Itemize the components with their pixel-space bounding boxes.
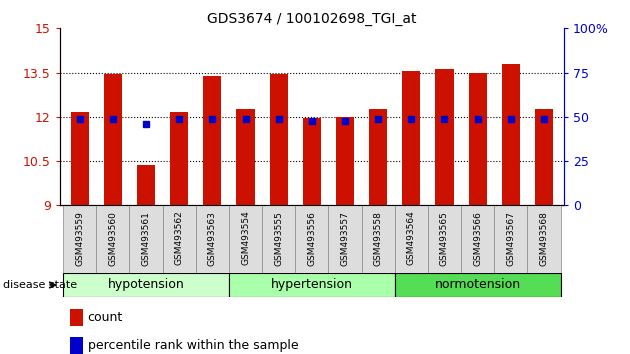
Text: GSM493561: GSM493561 bbox=[142, 211, 151, 266]
Text: disease state: disease state bbox=[3, 280, 77, 290]
Bar bbox=[170, 113, 188, 205]
Text: GSM493556: GSM493556 bbox=[307, 211, 316, 266]
Text: GSM493564: GSM493564 bbox=[407, 211, 416, 266]
Bar bbox=[395, 205, 428, 273]
Bar bbox=[104, 74, 122, 205]
Bar bbox=[336, 117, 354, 205]
Bar bbox=[236, 109, 255, 205]
Text: percentile rank within the sample: percentile rank within the sample bbox=[88, 339, 298, 352]
Bar bbox=[303, 118, 321, 205]
Text: GSM493566: GSM493566 bbox=[473, 211, 482, 266]
Text: GSM493560: GSM493560 bbox=[108, 211, 117, 266]
Text: GSM493555: GSM493555 bbox=[274, 211, 284, 266]
Text: GSM493565: GSM493565 bbox=[440, 211, 449, 266]
Bar bbox=[435, 69, 454, 205]
Bar bbox=[461, 205, 494, 273]
Bar bbox=[262, 205, 295, 273]
Bar bbox=[163, 205, 196, 273]
Bar bbox=[229, 273, 395, 297]
Bar bbox=[196, 205, 229, 273]
Text: hypertension: hypertension bbox=[271, 279, 353, 291]
Bar bbox=[328, 205, 362, 273]
Bar bbox=[395, 273, 561, 297]
Text: GSM493567: GSM493567 bbox=[507, 211, 515, 266]
Text: GSM493563: GSM493563 bbox=[208, 211, 217, 266]
Bar bbox=[428, 205, 461, 273]
Bar bbox=[71, 113, 89, 205]
Bar bbox=[270, 74, 288, 205]
Text: GSM493559: GSM493559 bbox=[75, 211, 84, 266]
Bar bbox=[96, 205, 130, 273]
Bar bbox=[402, 71, 420, 205]
Bar bbox=[469, 73, 487, 205]
Bar bbox=[63, 205, 96, 273]
Bar bbox=[494, 205, 527, 273]
Bar bbox=[527, 205, 561, 273]
Bar bbox=[501, 64, 520, 205]
Bar bbox=[535, 109, 553, 205]
Text: GSM493562: GSM493562 bbox=[175, 211, 184, 266]
Bar bbox=[70, 309, 83, 326]
Bar bbox=[63, 273, 229, 297]
Bar bbox=[369, 109, 387, 205]
Text: GSM493558: GSM493558 bbox=[374, 211, 382, 266]
Bar bbox=[130, 205, 163, 273]
Title: GDS3674 / 100102698_TGI_at: GDS3674 / 100102698_TGI_at bbox=[207, 12, 416, 26]
Bar bbox=[137, 166, 155, 205]
Text: GSM493554: GSM493554 bbox=[241, 211, 250, 266]
Bar bbox=[295, 205, 328, 273]
Bar bbox=[229, 205, 262, 273]
Text: GSM493568: GSM493568 bbox=[539, 211, 549, 266]
Bar bbox=[362, 205, 395, 273]
Text: count: count bbox=[88, 311, 123, 324]
Bar bbox=[203, 75, 222, 205]
Bar bbox=[70, 337, 83, 354]
Text: GSM493557: GSM493557 bbox=[340, 211, 350, 266]
Text: normotension: normotension bbox=[435, 279, 521, 291]
Text: hypotension: hypotension bbox=[108, 279, 185, 291]
